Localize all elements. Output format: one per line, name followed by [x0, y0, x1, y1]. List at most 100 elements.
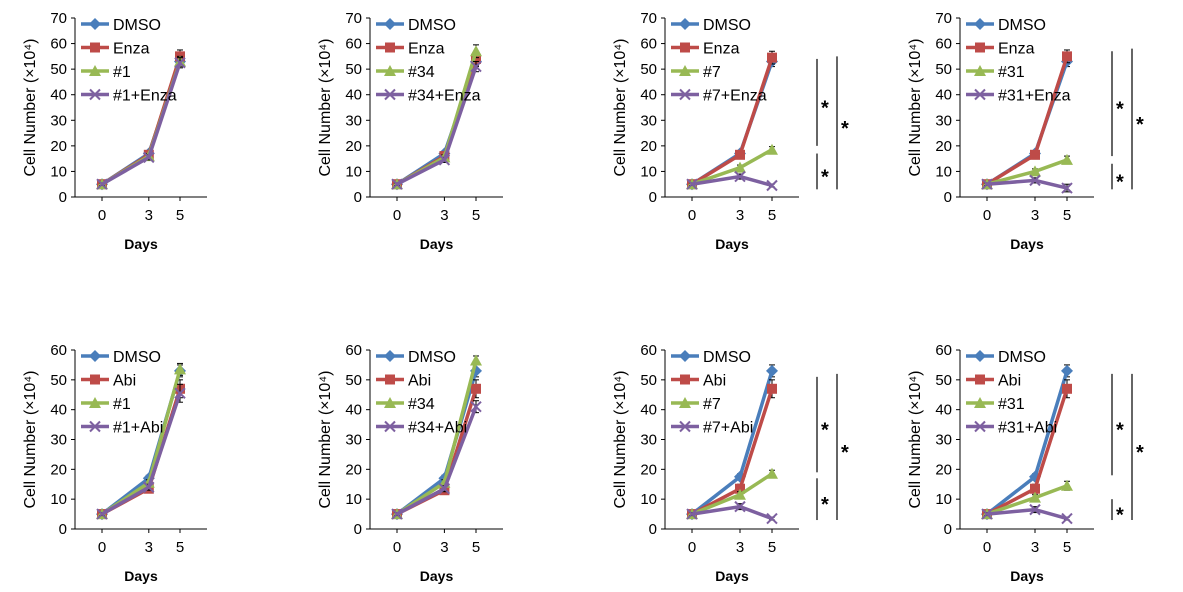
- y-tick-label: 50: [50, 61, 67, 78]
- data-point: [734, 500, 746, 513]
- y-tick-label: 50: [935, 61, 952, 78]
- y-tick-label: 60: [935, 342, 952, 359]
- y-tick-label: 50: [640, 372, 657, 389]
- marker-stroke: [981, 178, 993, 190]
- significance-star: *: [1136, 114, 1144, 136]
- y-tick-label: 10: [935, 163, 952, 180]
- legend-entry: #1+Enza: [113, 88, 177, 105]
- data-point: [471, 53, 481, 64]
- legend-marker: [679, 18, 691, 30]
- y-tick-label: 0: [944, 189, 952, 206]
- data-point: [1061, 182, 1073, 194]
- x-axis-title: Days: [420, 236, 454, 252]
- significance-star: *: [821, 97, 829, 119]
- x-axis-title: Days: [715, 236, 749, 252]
- marker-stroke: [974, 420, 986, 433]
- data-point: [1061, 364, 1073, 377]
- y-tick-label: 20: [50, 138, 67, 155]
- y-tick-label: 10: [345, 491, 362, 508]
- legend-entry: #7+Abi: [703, 420, 753, 437]
- marker-stroke: [734, 170, 746, 183]
- y-tick-label: 50: [345, 372, 362, 389]
- data-point: [686, 508, 698, 520]
- x-tick-label: 5: [472, 539, 480, 556]
- legend-entry: DMSO: [703, 349, 751, 366]
- x-tick-label: 0: [688, 539, 696, 556]
- y-axis-title: Cell Number (×10⁴): [22, 370, 39, 508]
- significance-star: *: [1116, 505, 1124, 527]
- marker-stroke: [1061, 512, 1073, 525]
- legend-marker: [89, 88, 101, 101]
- x-axis-title: Days: [420, 568, 454, 584]
- y-tick-label: 40: [345, 402, 362, 419]
- data-point: [766, 467, 778, 479]
- x-tick-label: 3: [736, 539, 744, 556]
- y-tick-label: 60: [935, 36, 952, 53]
- data-point: [1029, 174, 1041, 187]
- legend-entry: #1: [113, 64, 131, 81]
- marker-stroke: [384, 88, 396, 101]
- legend-entry: DMSO: [408, 17, 456, 34]
- marker-stroke: [1029, 503, 1041, 516]
- series-3: [391, 44, 482, 190]
- marker-stroke: [981, 508, 993, 520]
- x-tick-label: 5: [768, 207, 776, 224]
- data-point: [471, 383, 481, 394]
- significance-star: *: [821, 420, 829, 442]
- y-tick-label: 30: [935, 112, 952, 129]
- marker-stroke: [974, 88, 986, 101]
- legend-entry: #7: [703, 396, 721, 413]
- data-point: [766, 512, 778, 525]
- y-tick-label: 50: [640, 61, 657, 78]
- y-tick-label: 50: [935, 372, 952, 389]
- y-tick-label: 40: [640, 87, 657, 104]
- x-tick-label: 5: [176, 539, 184, 556]
- marker-stroke: [438, 483, 451, 495]
- y-tick-label: 0: [944, 521, 952, 538]
- legend-marker: [974, 350, 986, 362]
- legend-entry: #31+Enza: [998, 88, 1071, 105]
- chart-panel-5: 0 10 20 30 40 50 60 0 3 5 Days Cell Number (×10⁴) DM…: [22, 342, 207, 584]
- data-point: [470, 354, 482, 366]
- marker-stroke: [174, 387, 186, 399]
- y-tick-label: 10: [50, 491, 67, 508]
- legend-marker: [679, 88, 691, 101]
- legend-entry: Enza: [998, 41, 1035, 58]
- y-tick-label: 10: [50, 163, 67, 180]
- y-tick-label: 30: [50, 112, 67, 129]
- series-4: [391, 60, 482, 190]
- marker-stroke: [766, 512, 778, 525]
- y-tick-label: 30: [345, 112, 362, 129]
- significance-star: *: [841, 442, 849, 464]
- chart-panel-1: 0 10 20 30 40 50 60 70 0 3 5 Days Cell Number (×10⁴)…: [22, 10, 207, 252]
- y-tick-label: 20: [640, 461, 657, 478]
- legend-entry: DMSO: [998, 349, 1046, 366]
- marker-stroke: [96, 178, 108, 190]
- marker-stroke: [391, 178, 403, 190]
- legend-marker: [975, 42, 985, 53]
- legend-entry: DMSO: [998, 17, 1046, 34]
- y-tick-label: 50: [50, 372, 67, 389]
- data-point: [174, 57, 186, 69]
- y-axis-title: Cell Number (×10⁴): [317, 370, 334, 508]
- legend-entry: #31: [998, 396, 1025, 413]
- data-point: [734, 170, 746, 183]
- legend-marker: [384, 88, 396, 101]
- legend-entry: Abi: [703, 373, 726, 390]
- marker-stroke: [766, 179, 778, 192]
- marker-stroke: [96, 508, 108, 520]
- legend-marker: [384, 65, 396, 76]
- y-tick-label: 10: [640, 491, 657, 508]
- marker-stroke: [1029, 174, 1041, 187]
- chart-panel-4: 0 10 20 30 40 50 60 70 0 3 5 Days Cell Number (×10⁴)…: [907, 10, 1144, 252]
- legend-entry: DMSO: [703, 17, 751, 34]
- x-tick-label: 3: [145, 539, 153, 556]
- data-point: [1061, 479, 1073, 491]
- y-tick-label: 40: [345, 87, 362, 104]
- legend-marker: [975, 374, 985, 385]
- y-tick-label: 20: [50, 461, 67, 478]
- data-point: [470, 400, 482, 413]
- data-point: [766, 364, 778, 377]
- significance-star: *: [821, 166, 829, 188]
- legend-marker: [679, 65, 691, 76]
